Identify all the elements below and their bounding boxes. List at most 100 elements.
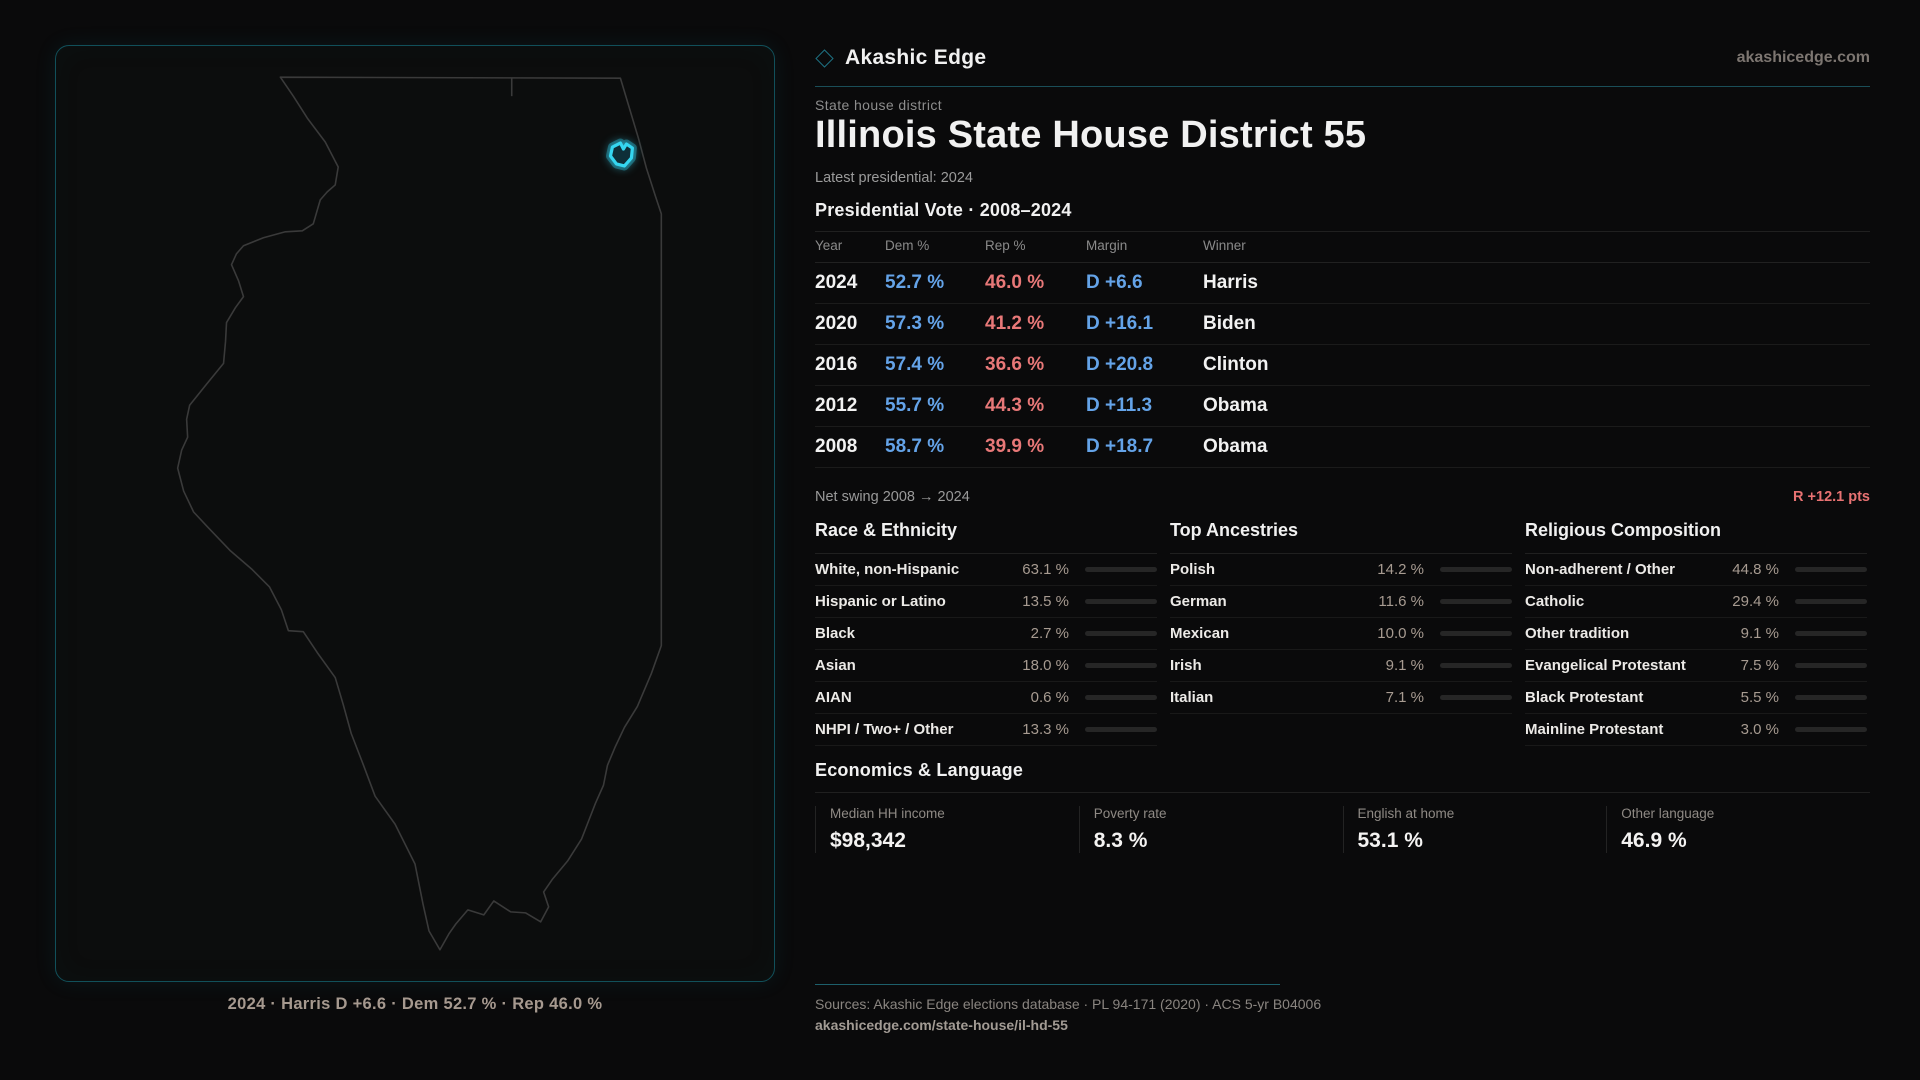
demographic-row: Black Protestant 5.5 % [1525, 682, 1867, 714]
stat-cell: Other language 46.9 % [1606, 806, 1870, 853]
illinois-state-outline [176, 76, 663, 951]
demographic-column: Religious Composition Non-adherent / Othe… [1525, 520, 1867, 746]
stat-value: 8.3 % [1093, 829, 1148, 852]
demographic-bar [1795, 631, 1867, 636]
demographic-value: 29.4 % [1732, 593, 1779, 610]
demographic-value: 13.5 % [1022, 593, 1069, 610]
demographic-bar [1795, 727, 1867, 732]
vote-dem: 58.7 % [885, 436, 945, 457]
demographic-heading: Top Ancestries [1170, 520, 1512, 554]
demographic-value: 14.2 % [1377, 561, 1424, 578]
demographic-label: Irish [1170, 657, 1202, 674]
vote-table-row: 2016 57.4 % 36.6 % D +20.8 Clinton [815, 345, 1870, 386]
footer: Sources: Akashic Edge elections database… [815, 994, 1870, 1036]
demographic-value: 7.5 % [1740, 657, 1779, 674]
vote-margin: D +20.8 [1086, 354, 1154, 375]
stat-value: $98,342 [830, 829, 906, 852]
demographic-row: Mainline Protestant 3.0 % [1525, 714, 1867, 746]
brand-header: Akashic Edge akashicedge.com [815, 46, 1870, 70]
brand-domain-link[interactable]: akashicedge.com [1736, 49, 1870, 66]
state-map-panel [55, 45, 775, 982]
demographic-value: 11.6 % [1378, 593, 1424, 610]
vote-rep: 44.3 % [985, 395, 1045, 416]
demographic-row: Catholic 29.4 % [1525, 586, 1867, 618]
net-swing-value: R +12.1 pts [1793, 489, 1870, 505]
demographic-label: Hispanic or Latino [815, 593, 946, 610]
vote-year: 2020 [815, 313, 858, 334]
vote-table-row: 2020 57.3 % 41.2 % D +16.1 Biden [815, 304, 1870, 345]
demographic-label: German [1170, 593, 1227, 610]
demographic-label: Asian [815, 657, 856, 674]
economics-stats: Median HH income $98,342 Poverty rate 8.3 %… [815, 806, 1870, 853]
demographic-label: Catholic [1525, 593, 1585, 610]
demographic-value: 18.0 % [1022, 657, 1069, 674]
header-divider [815, 86, 1870, 87]
demographic-row: NHPI / Two+ / Other 13.3 % [815, 714, 1157, 746]
economics-heading: Economics & Language [815, 760, 1870, 793]
demographic-bar [1085, 631, 1157, 636]
latest-presidential-label: Latest presidential: 2024 [815, 170, 973, 186]
vote-col-header: Dem % [885, 238, 930, 253]
vote-margin: D +18.7 [1086, 436, 1154, 457]
demographic-row: Non-adherent / Other 44.8 % [1525, 554, 1867, 586]
vote-winner: Biden [1203, 313, 1256, 334]
demographic-bar [1085, 663, 1157, 668]
illinois-map [176, 76, 663, 951]
vote-rep: 39.9 % [985, 436, 1045, 457]
demographic-column: Top Ancestries Polish 14.2 % German 11.6 % Me… [1170, 520, 1512, 714]
sources-line: Sources: Akashic Edge elections database… [815, 996, 1322, 1012]
permalink[interactable]: akashicedge.com/state-house/il-hd-55 [815, 1017, 1068, 1033]
demographic-bar [1440, 631, 1512, 636]
demographic-label: Mexican [1170, 625, 1230, 642]
vote-table-header: Year Dem % Rep % Margin Winner [815, 238, 1870, 253]
map-caption: 2024 · Harris D +6.6 · Dem 52.7 % · Rep … [227, 995, 603, 1013]
vote-table-body: 2024 52.7 % 46.0 % D +6.6 Harris 2020 57.3 % 41… [815, 262, 1870, 468]
demographic-label: Evangelical Protestant [1525, 657, 1686, 674]
vote-dem: 52.7 % [885, 272, 945, 293]
demographic-bar [1795, 663, 1867, 668]
vote-col-header: Year [815, 238, 843, 253]
demographic-row: Asian 18.0 % [815, 650, 1157, 682]
demographics-section: Race & Ethnicity White, non-Hispanic 63.1 … [815, 520, 1870, 746]
stat-label: English at home [1357, 806, 1455, 821]
vote-margin: D +6.6 [1086, 272, 1143, 293]
net-swing-row: Net swing 2008 → 2024 R +12.1 pts [815, 489, 1870, 505]
demographic-bar [1440, 567, 1512, 572]
footer-divider [815, 984, 1280, 985]
vote-margin: D +16.1 [1086, 313, 1154, 334]
vote-year: 2016 [815, 354, 858, 375]
stat-value: 53.1 % [1357, 829, 1423, 852]
demographic-label: Italian [1170, 689, 1214, 706]
demographic-heading: Race & Ethnicity [815, 520, 1157, 554]
demographic-bar [1085, 567, 1157, 572]
demographic-value: 63.1 % [1022, 561, 1069, 578]
demographic-label: Non-adherent / Other [1525, 561, 1676, 578]
demographic-label: Other tradition [1525, 625, 1630, 642]
vote-year: 2008 [815, 436, 858, 457]
vote-winner: Harris [1203, 272, 1258, 293]
demographic-value: 2.7 % [1030, 625, 1069, 642]
demographic-row: Polish 14.2 % [1170, 554, 1512, 586]
demographic-label: Black [815, 625, 856, 642]
vote-table-heading: Presidential Vote · 2008–2024 [815, 200, 1072, 220]
stat-label: Median HH income [830, 806, 945, 821]
demographic-row: Irish 9.1 % [1170, 650, 1512, 682]
vote-heading-divider [815, 231, 1870, 232]
stat-cell: Median HH income $98,342 [815, 806, 1079, 853]
vote-table-row: 2024 52.7 % 46.0 % D +6.6 Harris [815, 263, 1870, 304]
demographic-label: Black Protestant [1525, 689, 1644, 706]
demographic-bar [1440, 695, 1512, 700]
vote-winner: Obama [1203, 395, 1268, 416]
district-type-kicker: State house district [815, 97, 943, 113]
stat-cell: Poverty rate 8.3 % [1078, 806, 1343, 853]
report-panel: Akashic Edge akashicedge.com State house… [815, 0, 1870, 1080]
demographic-label: White, non-Hispanic [815, 561, 960, 578]
demographic-value: 0.6 % [1030, 689, 1069, 706]
demographic-row: White, non-Hispanic 63.1 % [815, 554, 1157, 586]
vote-col-header: Rep % [985, 238, 1026, 253]
vote-table-row: 2012 55.7 % 44.3 % D +11.3 Obama [815, 386, 1870, 427]
demographic-value: 7.1 % [1385, 689, 1424, 706]
demographic-value: 9.1 % [1385, 657, 1424, 674]
vote-dem: 57.4 % [885, 354, 945, 375]
demographic-value: 44.8 % [1732, 561, 1779, 578]
